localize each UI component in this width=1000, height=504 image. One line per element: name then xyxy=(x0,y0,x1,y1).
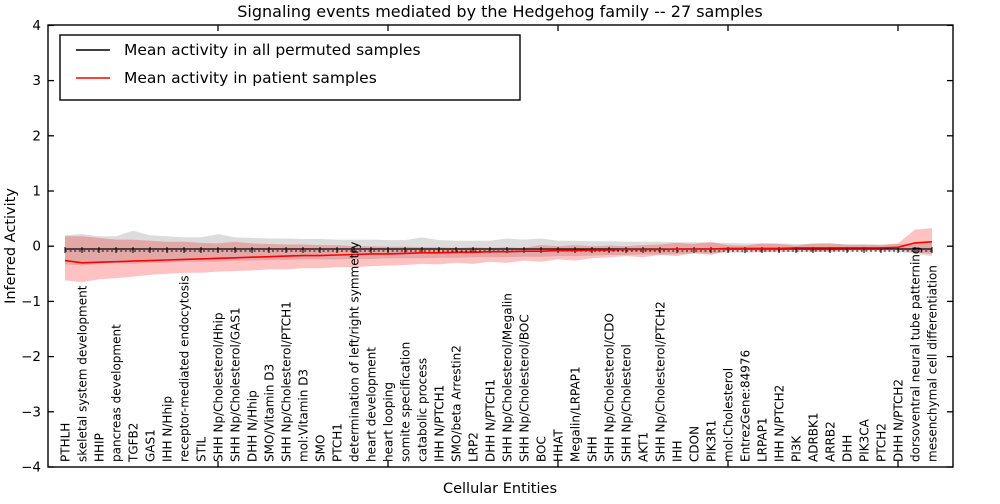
x-tick-label: SHH Np/Cholesterol/GAS1 xyxy=(229,307,243,462)
y-tick-label: 2 xyxy=(32,128,41,144)
x-tick-label: HHIP xyxy=(93,433,107,462)
x-tick-label: DHH N/PTCH2 xyxy=(892,379,906,462)
x-tick-label: IHH N/PTCH2 xyxy=(773,385,787,462)
y-axis-label: Inferred Activity xyxy=(3,188,19,304)
x-tick-label: SMO xyxy=(314,435,328,462)
x-tick-label: SHH Np/Cholesterol/Megalin xyxy=(501,293,515,462)
x-tick-label: pancreas development xyxy=(110,324,124,462)
x-tick-label: dorsoventral neural tube patterning xyxy=(909,246,923,462)
x-tick-label: IHH N/PTCH1 xyxy=(433,385,447,462)
x-tick-label: PIK3CA xyxy=(858,418,872,462)
x-tick-label: ARRB2 xyxy=(824,421,838,462)
y-tick-label: 3 xyxy=(32,73,41,89)
x-tick-label: ADRBK1 xyxy=(807,412,821,462)
x-tick-label: receptor-mediated endocytosis xyxy=(178,275,192,462)
y-tick-label: 1 xyxy=(32,184,41,200)
x-tick-label: SHH xyxy=(586,436,600,462)
y-tick-label: −4 xyxy=(21,460,41,476)
mean-lines-layer xyxy=(64,241,933,264)
x-tick-label: LRPAP1 xyxy=(756,417,770,462)
x-tick-label: mesenchymal cell differentiation xyxy=(926,265,940,462)
x-tick-label: determination of left/right symmetry xyxy=(348,242,362,462)
y-tick-label: −3 xyxy=(21,404,41,420)
x-tick-label: GAS1 xyxy=(144,429,158,462)
x-tick-label: BOC xyxy=(535,436,549,462)
axis-ticks-layer xyxy=(48,24,953,468)
patient-samples-std-band xyxy=(65,228,932,283)
patient-mean-line xyxy=(64,241,933,264)
x-tick-label: PTCH1 xyxy=(331,423,345,462)
legend: Mean activity in all permuted samples Me… xyxy=(59,34,521,101)
x-tick-label: somite specification xyxy=(399,342,413,462)
legend-box xyxy=(59,34,521,101)
x-tick-label: SHH Np/Cholesterol/CDO xyxy=(603,313,617,462)
x-tick-label: mol:Vitamin D3 xyxy=(297,369,311,462)
x-tick-label: DHH N/PTCH1 xyxy=(484,379,498,462)
std-bands-layer xyxy=(65,228,932,283)
x-tick-label: heart development xyxy=(365,347,379,462)
y-tick-labels-layer: 4 3 2 1 0 −1 −2 −3 −4 xyxy=(21,18,41,476)
x-tick-label: IHH xyxy=(671,440,685,462)
y-tick-label: −2 xyxy=(21,349,41,365)
x-tick-label: PI3K xyxy=(790,435,804,462)
x-tick-label: SMO/Vitamin D3 xyxy=(263,364,277,462)
x-tick-label: STIL xyxy=(195,437,209,462)
x-tick-label: CDON xyxy=(688,426,702,462)
x-tick-label: PTHLH xyxy=(59,423,73,462)
x-tick-label: skeletal system development xyxy=(76,285,90,462)
x-tick-label: Megalin/LRPAP1 xyxy=(569,366,583,462)
y-tick-label: 0 xyxy=(32,239,41,255)
y-tick-label: 4 xyxy=(32,18,41,34)
x-tick-label: SHH Np/Cholesterol/PTCH1 xyxy=(280,301,294,462)
x-tick-labels-layer: PTHLH skeletal system development HHIP panc… xyxy=(59,242,940,463)
x-tick-label: EntrezGene:84976 xyxy=(739,350,753,462)
x-tick-label: IHH N/Hhip xyxy=(161,396,175,462)
x-tick-label: mol:Cholesterol xyxy=(722,368,736,462)
x-tick-label: TGFB2 xyxy=(127,423,141,463)
x-tick-label: PTCH2 xyxy=(875,423,889,462)
legend-label-patient: Mean activity in patient samples xyxy=(124,69,377,87)
chart-title: Signaling events mediated by the Hedgeho… xyxy=(237,2,762,21)
x-tick-label: catabolic process xyxy=(416,358,430,462)
x-tick-label: SHH Np/Cholesterol/BOC xyxy=(518,314,532,462)
x-tick-label: LRP2 xyxy=(467,432,481,462)
x-tick-label: DHH N/Hhip xyxy=(246,390,260,462)
x-tick-label: AKT1 xyxy=(637,432,651,462)
x-tick-label: SMO/beta Arrestin2 xyxy=(450,345,464,462)
x-tick-label: PIK3R1 xyxy=(705,420,719,462)
x-axis-label: Cellular Entities xyxy=(443,481,557,497)
x-tick-label: heart looping xyxy=(382,382,396,462)
x-tick-label: SHH Np/Cholesterol xyxy=(620,344,634,462)
x-tick-label: DHH xyxy=(841,435,855,462)
y-tick-label: −1 xyxy=(21,294,41,310)
x-tick-label: SHH Np/Cholesterol/PTCH2 xyxy=(654,301,668,462)
legend-label-permuted: Mean activity in all permuted samples xyxy=(124,41,421,59)
x-tick-label: HHAT xyxy=(552,429,566,462)
x-tick-label: SHH Np/Cholesterol/Hhip xyxy=(212,313,226,462)
